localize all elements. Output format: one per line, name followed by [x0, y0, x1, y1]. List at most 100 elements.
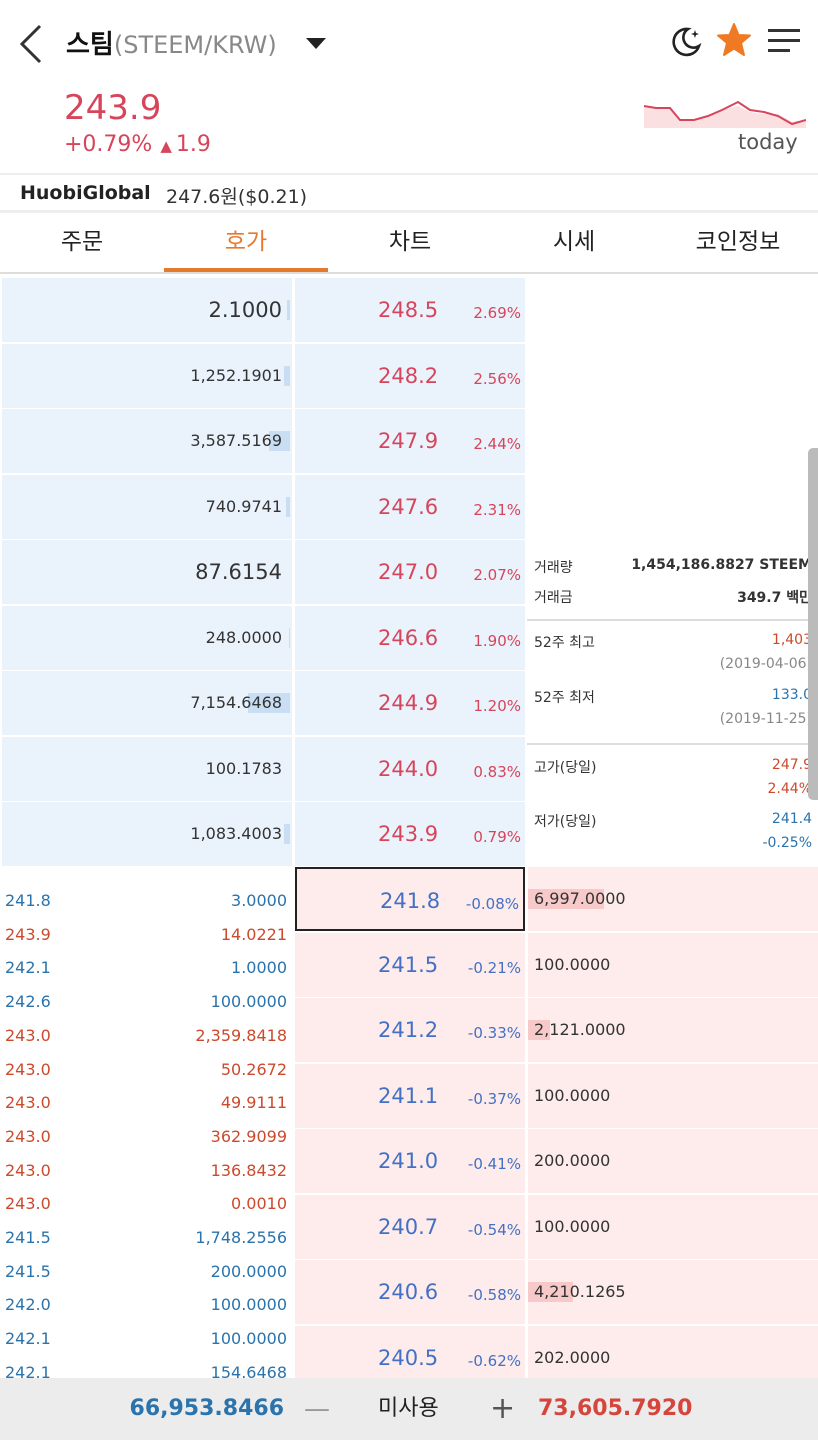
low52-value: 133.0 — [771, 687, 812, 703]
trade-price: 243.0 — [5, 1160, 51, 1180]
day-low-label: 저가(당일) — [534, 814, 597, 830]
trade-price: 242.1 — [5, 958, 51, 978]
tab-orderbook[interactable]: 호가 — [164, 214, 328, 272]
coin-pair: (STEEM/KRW) — [113, 31, 277, 59]
bid-qty: 100.0000 — [534, 1216, 611, 1236]
ask-pct: 2.31% — [473, 500, 521, 519]
trade-qty: 200.0000 — [210, 1261, 287, 1281]
ask-row[interactable]: 3,587.5169 247.9 2.44% — [0, 409, 527, 473]
ask-row[interactable]: 100.1783 244.0 0.83% — [0, 736, 527, 801]
scrollbar[interactable] — [808, 448, 818, 800]
divider — [0, 210, 818, 213]
ask-qty: 2.1000 — [208, 298, 282, 322]
high52-date: (2019-04-06) — [719, 656, 812, 672]
bid-price: 241.0 — [378, 1149, 439, 1173]
sparkline-chart[interactable] — [642, 96, 806, 128]
ask-price-cell: 248.5 2.69% — [295, 278, 525, 342]
bid-qty-cell: 2,121.0000 — [528, 998, 818, 1062]
ask-row[interactable]: 87.6154 247.0 2.07% — [0, 540, 527, 604]
trade-row: 242.1 154.6468 — [0, 1357, 292, 1390]
high52-label: 52주 최고 — [534, 635, 595, 651]
menu-icon[interactable] — [766, 26, 802, 56]
coin-title[interactable]: 스팀(STEEM/KRW) — [66, 24, 277, 61]
moon-icon[interactable] — [668, 24, 704, 60]
bid-row[interactable]: 240.7 -0.54% 100.0000 — [295, 1194, 818, 1259]
ask-row[interactable]: 7,154.6468 244.9 1.20% — [0, 671, 527, 735]
divider — [0, 173, 818, 175]
ask-row[interactable]: 1,252.1901 248.2 2.56% — [0, 343, 527, 408]
ask-qty: 100.1783 — [205, 758, 282, 778]
ask-qty: 87.6154 — [195, 560, 282, 584]
bid-price: 240.5 — [378, 1345, 439, 1370]
bid-price-cell: 240.6 -0.58% — [295, 1260, 525, 1324]
exchange-name: HuobiGlobal — [20, 182, 151, 204]
ask-volume-bar — [285, 496, 290, 517]
bid-qty: 6,997.0000 — [534, 889, 626, 908]
ask-qty: 1,083.4003 — [190, 824, 282, 843]
ask-price-cell: 246.6 1.90% — [295, 605, 525, 670]
trade-row: 243.0 362.9099 — [0, 1121, 292, 1154]
ask-pct: 1.20% — [473, 697, 521, 715]
plus-button[interactable]: + — [490, 1391, 516, 1426]
chevron-down-icon[interactable] — [306, 36, 326, 50]
ask-pct: 2.07% — [473, 566, 521, 584]
tab-chart[interactable]: 차트 — [388, 229, 432, 255]
ask-qty-cell: 248.0000 — [2, 605, 292, 670]
ask-price-cell: 244.0 0.83% — [295, 736, 525, 801]
bid-volume-bar — [528, 1020, 551, 1040]
tab-coin-info[interactable]: 코인정보 — [695, 229, 781, 255]
change-pct: +0.79% — [64, 132, 153, 157]
mode-label[interactable]: 미사용 — [378, 1396, 439, 1421]
trade-row: 241.5 200.0000 — [0, 1256, 292, 1289]
ask-price: 246.6 — [378, 625, 439, 650]
trade-row: 243.0 136.8432 — [0, 1155, 292, 1188]
bid-row[interactable]: 241.0 -0.41% 200.0000 — [295, 1129, 818, 1193]
day-high-pct: 2.44% — [767, 781, 812, 797]
ask-price: 248.2 — [378, 363, 439, 388]
ask-qty: 7,154.6468 — [190, 693, 282, 712]
ask-row[interactable]: 740.9741 247.6 2.31% — [0, 474, 527, 539]
bid-row[interactable]: 241.2 -0.33% 2,121.0000 — [295, 998, 818, 1062]
bid-pct: -0.21% — [467, 958, 521, 977]
ask-row[interactable]: 1,083.4003 243.9 0.79% — [0, 802, 527, 866]
bid-qty-cell: 6,997.0000 — [528, 867, 818, 931]
tab-order[interactable]: 주문 — [60, 229, 104, 255]
bid-row[interactable]: 241.8 -0.08% 6,997.0000 — [295, 867, 818, 931]
ask-pct: 0.83% — [473, 762, 521, 781]
bid-price-cell: 241.8 -0.08% — [295, 867, 525, 931]
trade-qty: 362.9099 — [210, 1126, 287, 1146]
bid-price: 241.1 — [378, 1083, 439, 1108]
tab-market[interactable]: 시세 — [552, 229, 596, 255]
trade-qty: 100.0000 — [210, 1329, 287, 1349]
trade-qty: 14.0221 — [220, 924, 287, 944]
week52-panel: 52주 최고 1,403 (2019-04-06) 52주 최저 133.0 (… — [527, 623, 818, 745]
star-icon[interactable] — [716, 22, 752, 58]
low52-date: (2019-11-25) — [719, 711, 812, 727]
trade-qty: 1.0000 — [231, 958, 287, 978]
trade-price: 242.6 — [5, 992, 51, 1012]
trade-row: 243.9 14.0221 — [0, 919, 292, 952]
trade-qty: 1,748.2556 — [195, 1228, 287, 1247]
low52-label: 52주 최저 — [534, 690, 595, 706]
bid-price: 241.5 — [378, 952, 439, 977]
trade-qty: 136.8432 — [210, 1160, 287, 1180]
bid-pct: -0.08% — [465, 895, 519, 913]
bid-qty-cell: 100.0000 — [528, 1194, 818, 1259]
minus-button[interactable]: — — [304, 1394, 330, 1424]
bid-pct: -0.33% — [467, 1024, 521, 1042]
ask-volume-bar — [288, 627, 290, 648]
ask-row[interactable]: 2.1000 248.5 2.69% — [0, 278, 527, 342]
trade-row: 242.1 1.0000 — [0, 952, 292, 985]
bid-row[interactable]: 241.1 -0.37% 100.0000 — [295, 1063, 818, 1128]
ask-volume-bar — [284, 365, 290, 386]
day-low-value: 241.4 — [771, 811, 812, 827]
bid-row[interactable]: 241.5 -0.21% 100.0000 — [295, 932, 818, 997]
trade-price: 241.5 — [5, 1228, 51, 1247]
ask-row[interactable]: 248.0000 246.6 1.90% — [0, 605, 527, 670]
trade-row: 242.6 100.0000 — [0, 986, 292, 1019]
back-arrow-icon[interactable] — [14, 22, 48, 66]
bid-row[interactable]: 240.6 -0.58% 4,210.1265 — [295, 1260, 818, 1324]
current-price: 243.9 — [64, 88, 162, 128]
ask-price: 247.6 — [378, 494, 439, 519]
trade-row: 243.0 2,359.8418 — [0, 1020, 292, 1053]
